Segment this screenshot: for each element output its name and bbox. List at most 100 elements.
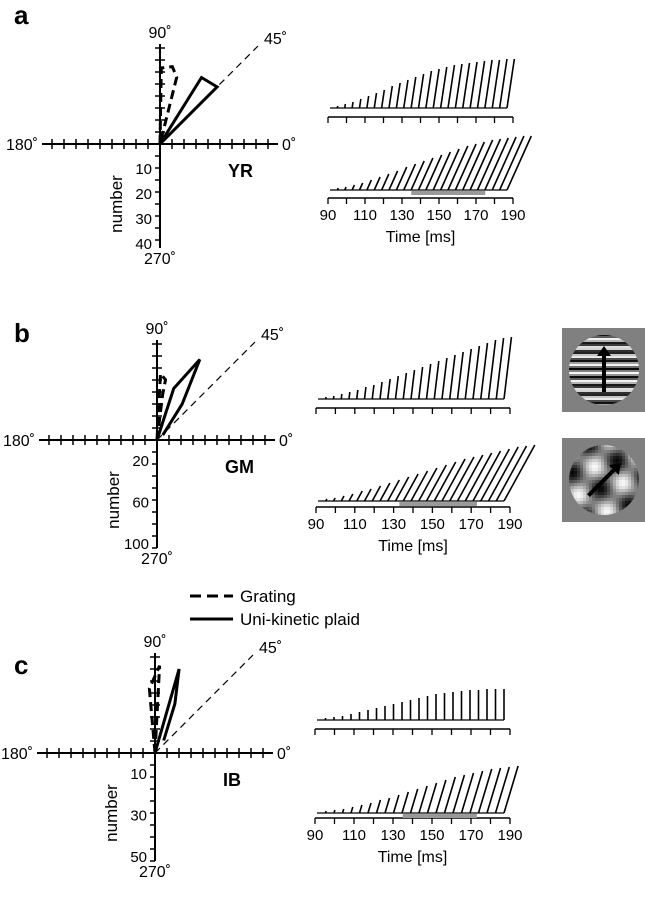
plaid-cell [613, 441, 616, 444]
plaid-polygon [158, 75, 220, 146]
plaid-cell [631, 483, 634, 486]
plaid-cell [569, 489, 571, 492]
plaid-cell [589, 501, 592, 504]
plaid-cell [577, 468, 580, 471]
plaid-cell [625, 495, 628, 498]
plaid-cell [616, 486, 619, 489]
plaid-cell [637, 471, 639, 474]
plaid-cell [589, 516, 592, 519]
plaid-cell [616, 474, 619, 477]
plaid-cell [625, 441, 628, 444]
plaid-cell [622, 453, 625, 456]
plaid-cell [604, 450, 607, 453]
waterfall-trace [477, 768, 493, 814]
plaid-cell [619, 504, 622, 507]
waterfall-trace [480, 448, 511, 502]
time-tick-label: 90 [320, 207, 337, 224]
plaid-cell [562, 468, 565, 471]
plaid-cell [616, 480, 619, 483]
plaid-cell [574, 504, 577, 507]
plaid-cell [565, 462, 568, 465]
waterfall-trace [461, 62, 471, 109]
subject-label: YR [228, 161, 253, 181]
plaid-cell [580, 513, 583, 515]
waterfall-trace [395, 82, 401, 109]
waterfall-trace [366, 179, 373, 191]
plaid-cell [628, 441, 631, 444]
plaid-cell [607, 495, 610, 498]
plaid-cell [631, 468, 634, 471]
plaid-cell [625, 504, 628, 507]
plaid-cell [634, 504, 637, 507]
plaid-cell [610, 441, 613, 444]
plaid-cell [580, 477, 583, 480]
plaid-cell [619, 459, 622, 462]
plaid-cell [586, 453, 589, 456]
plaid-cell [640, 492, 643, 495]
plaid-cell [589, 450, 592, 453]
time-axis-label: Time [ms] [386, 229, 456, 246]
plaid-cell [604, 504, 607, 507]
plaid-cell [613, 516, 616, 519]
plaid-cell [598, 498, 601, 501]
plaid-cell [571, 441, 574, 444]
plaid-cell [610, 447, 613, 450]
waterfall-trace [418, 467, 438, 502]
plaid-cell [571, 453, 574, 456]
plaid-cell [574, 459, 577, 462]
plaid-cell [580, 438, 583, 441]
plaid-cell [604, 468, 607, 471]
plaid-cell [571, 471, 574, 474]
waterfall-trace [462, 141, 486, 191]
plaid-cell [622, 483, 625, 486]
plaid-cell [619, 480, 622, 483]
plaid-cell [628, 450, 631, 453]
plaid-cell [610, 492, 613, 495]
plaid-cell [571, 504, 574, 507]
plaid-cell [571, 474, 574, 477]
waterfall-trace [355, 389, 359, 400]
plaid-cell [569, 459, 571, 462]
plaid-cell [598, 474, 601, 477]
plaid-cell [577, 510, 580, 513]
plaid-cell [622, 480, 625, 483]
waterfall-trace [506, 58, 516, 109]
plaid-cell [562, 513, 565, 516]
plaid-cell [589, 456, 592, 459]
plaid-cell [604, 507, 607, 510]
plaid-cell [625, 486, 628, 489]
time-tick-label: 170 [458, 827, 483, 844]
plaid-cell [619, 516, 622, 519]
plaid-cell [601, 492, 604, 495]
plaid-cell [622, 507, 625, 510]
plaid-cell [625, 489, 628, 492]
plaid-cell [577, 459, 580, 462]
plaid-cell [622, 456, 625, 459]
plaid-cell [610, 450, 613, 453]
plaid-cell [565, 465, 568, 468]
plaid-cell [604, 459, 607, 462]
plaid-cell [619, 447, 622, 450]
plaid-cell [571, 513, 574, 515]
waterfall-trace [380, 173, 390, 191]
plaid-cell [589, 486, 592, 489]
plaid-cell [607, 504, 610, 507]
waterfall-trace [439, 66, 448, 109]
time-tick-label: 190 [500, 207, 525, 224]
plaid-cell [565, 456, 568, 459]
plaid-cell [569, 513, 571, 515]
waterfall-trace [484, 59, 493, 109]
plaid-cell [571, 480, 574, 483]
plaid-cell [613, 480, 616, 483]
angle-label-90: 90˚ [148, 25, 171, 42]
plaid-cell [577, 492, 580, 495]
waterfall-trace [476, 138, 502, 191]
plaid-cell [589, 519, 592, 522]
plaid-cell [565, 498, 568, 501]
plaid-cell [607, 465, 610, 468]
plaid-cell [631, 438, 634, 441]
plaid-cell [571, 519, 574, 522]
plaid-cell [640, 483, 643, 486]
plaid-cell [601, 510, 604, 513]
plaid-cell [604, 447, 607, 450]
